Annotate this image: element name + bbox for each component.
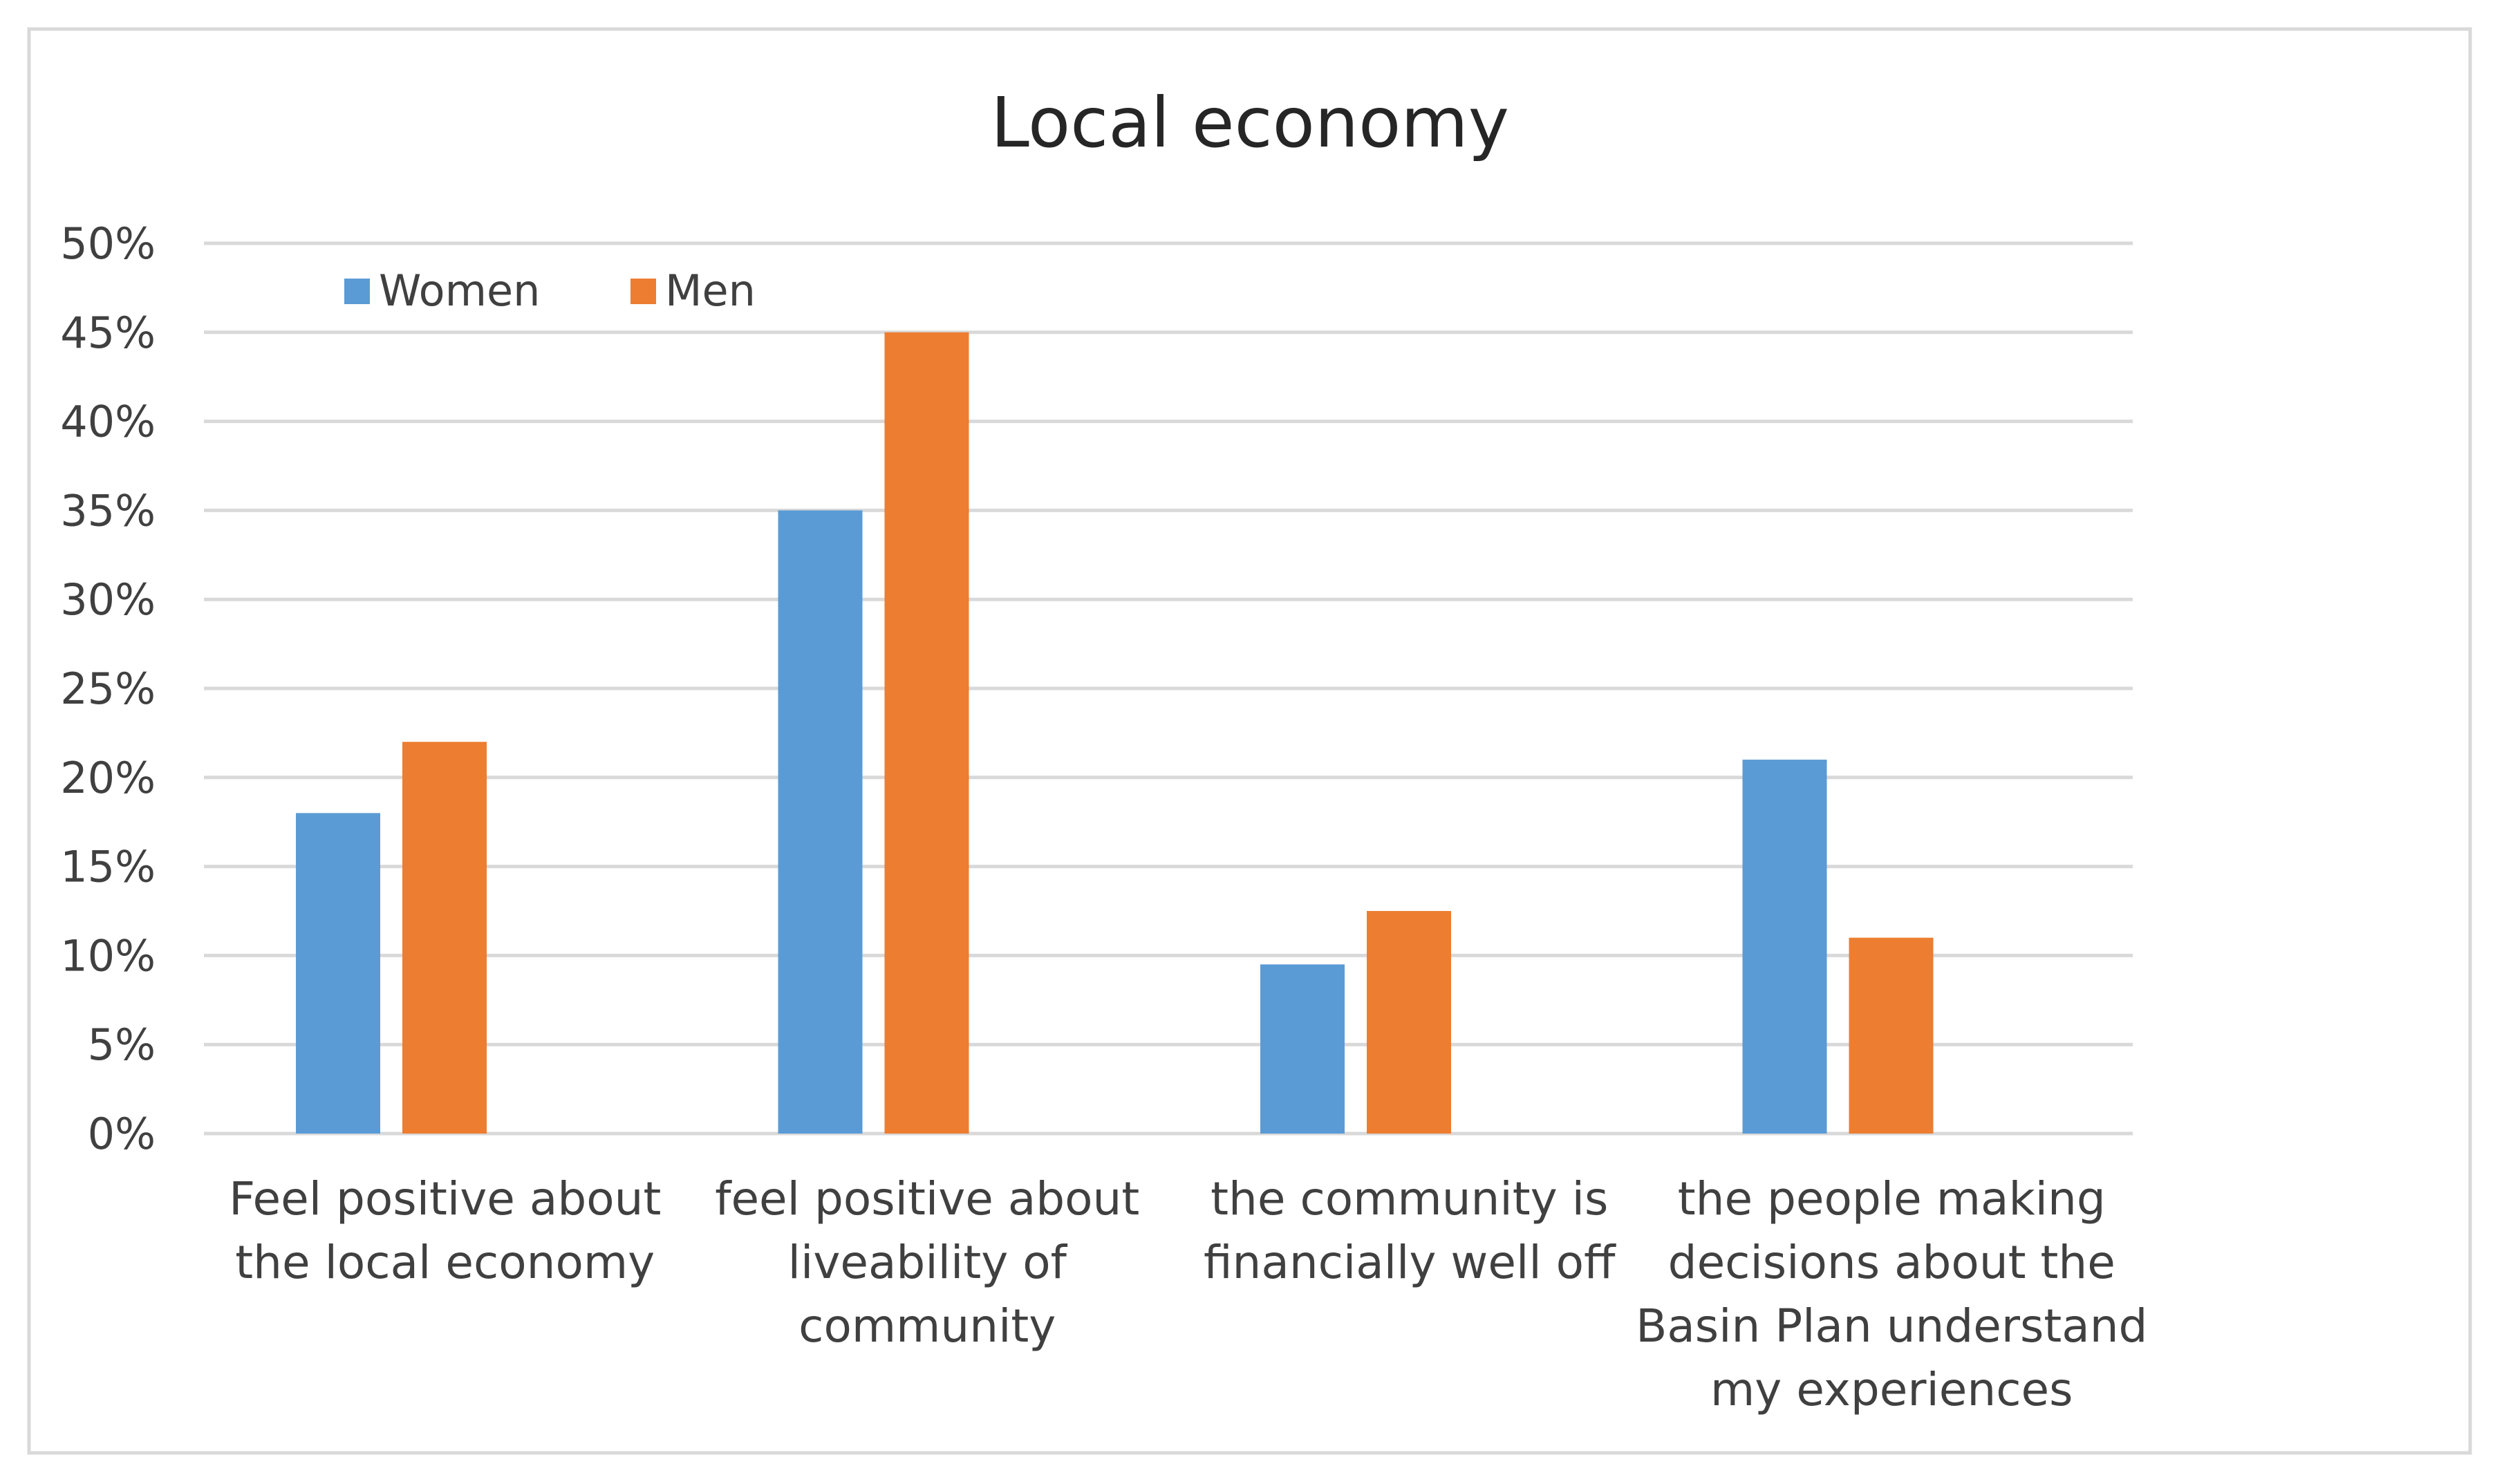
y-tick-label: 40% <box>60 397 156 447</box>
legend-label-women: Women <box>379 265 540 316</box>
y-tick-label: 30% <box>60 574 156 625</box>
legend-label-men: Men <box>665 265 756 316</box>
x-tick-label: feel positive about <box>715 1172 1139 1225</box>
legend-swatch-women <box>344 279 370 304</box>
y-tick-label: 0% <box>88 1109 156 1159</box>
x-tick-label: my experiences <box>1710 1363 2073 1416</box>
y-tick-label: 15% <box>60 842 156 892</box>
bar-men <box>884 332 969 1134</box>
x-axis-labels: Feel positive about the local economy feel… <box>229 1172 2147 1416</box>
y-tick-label: 25% <box>60 664 156 714</box>
x-tick-label: the community is <box>1211 1172 1608 1225</box>
x-tick-label: the local economy <box>235 1236 655 1289</box>
x-tick-label: financially well off <box>1204 1236 1616 1289</box>
bar-men <box>1849 937 1934 1134</box>
y-tick-label: 50% <box>60 218 156 269</box>
chart-border <box>27 27 2472 1455</box>
bars <box>296 332 1934 1134</box>
legend: Women Men <box>344 265 756 316</box>
bar-women <box>1742 760 1827 1134</box>
x-tick-label: Feel positive about <box>229 1172 661 1225</box>
legend-swatch-men <box>630 279 656 304</box>
y-tick-label: 5% <box>88 1020 156 1070</box>
y-tick-label: 20% <box>60 753 156 803</box>
x-tick-label: decisions about the <box>1668 1236 2115 1289</box>
x-tick-label: liveability of <box>788 1236 1068 1289</box>
x-tick-label: community <box>798 1299 1056 1353</box>
bar-women <box>778 510 863 1134</box>
y-tick-label: 35% <box>60 485 156 536</box>
y-tick-label: 45% <box>60 308 156 358</box>
y-tick-label: 10% <box>60 930 156 981</box>
bar-women <box>1260 964 1345 1134</box>
x-tick-label: Basin Plan understand <box>1636 1299 2147 1353</box>
bar-men <box>402 742 487 1134</box>
x-tick-label: the people making <box>1678 1172 2106 1225</box>
bar-women <box>296 813 380 1134</box>
bar-men <box>1367 911 1451 1134</box>
chart-title: Local economy <box>991 82 1509 163</box>
y-axis-ticks: 0% 5% 10% 15% 20% 25% 30% 35% 40% 45% 50% <box>60 218 156 1159</box>
